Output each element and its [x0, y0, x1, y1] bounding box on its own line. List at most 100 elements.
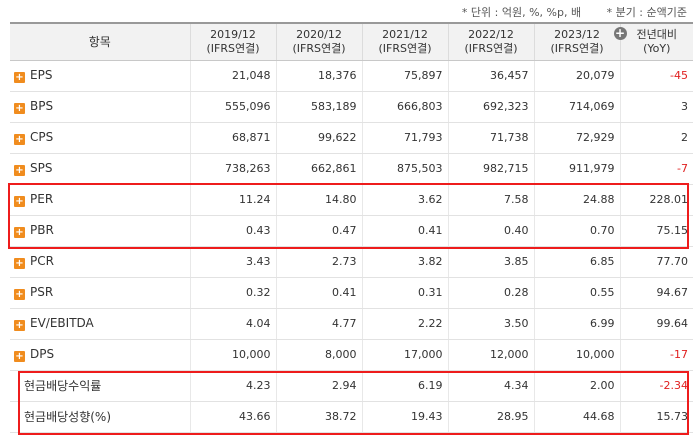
value-cell: 10,000: [533, 339, 620, 371]
yoy-cell: 77.70: [619, 246, 693, 278]
row-label: PCR: [30, 254, 54, 268]
value-cell: 911,979: [533, 153, 620, 185]
value-cell: 11.24: [189, 184, 276, 216]
yoy-cell: 94.67: [619, 277, 693, 309]
value-cell: 10,000: [189, 339, 276, 371]
value-cell: 6.85: [533, 246, 620, 278]
row-label: PBR: [30, 223, 54, 237]
value-cell: 68,871: [189, 122, 276, 154]
row-label-cell[interactable]: + DPS: [10, 339, 190, 371]
expand-plus-icon[interactable]: +: [14, 258, 25, 269]
value-cell: 71,793: [361, 122, 448, 154]
value-cell: 666,803: [361, 91, 448, 123]
value-cell: 0.47: [275, 215, 362, 247]
yoy-column-header: 전년대비 (YoY): [619, 22, 693, 61]
table-row: + EV/EBITDA 4.04 4.77 2.22 3.50 6.99 99.6…: [10, 308, 693, 340]
basis-label: (IFRS연결): [378, 41, 432, 55]
value-cell: 2.94: [275, 370, 362, 402]
row-label-cell[interactable]: + PCR: [10, 246, 190, 278]
value-cell: 875,503: [361, 153, 448, 185]
row-label-cell[interactable]: + EV/EBITDA: [10, 308, 190, 340]
yoy-cell: -2.34: [619, 370, 693, 402]
expand-plus-icon[interactable]: +: [14, 227, 25, 238]
expand-plus-icon[interactable]: +: [14, 351, 25, 362]
row-label-cell[interactable]: + PER: [10, 184, 190, 216]
table-row: + PBR 0.43 0.47 0.41 0.40 0.70 75.15: [10, 215, 693, 247]
value-cell: 6.99: [533, 308, 620, 340]
year-column-header[interactable]: 2022/12 (IFRS연결): [447, 22, 534, 61]
row-label: 현금배당수익률: [10, 370, 190, 402]
yoy-cell: 2: [619, 122, 693, 154]
year-column-header[interactable]: 2020/12 (IFRS연결): [275, 22, 362, 61]
value-cell: 0.28: [447, 277, 534, 309]
table-row: + DPS 10,000 8,000 17,000 12,000 10,000 -…: [10, 339, 693, 371]
row-label: PER: [30, 192, 54, 206]
expand-plus-icon[interactable]: +: [14, 103, 25, 114]
table-row: 현금배당수익률 4.23 2.94 6.19 4.34 2.00 -2.34: [10, 370, 693, 402]
yoy-cell: 3: [619, 91, 693, 123]
row-label-cell[interactable]: + SPS: [10, 153, 190, 185]
value-cell: 20,079: [533, 60, 620, 92]
expand-plus-icon[interactable]: +: [14, 165, 25, 176]
year-column-header[interactable]: 2023/12 (IFRS연결) +: [533, 22, 627, 61]
value-cell: 24.88: [533, 184, 620, 216]
row-label-cell[interactable]: + BPS: [10, 91, 190, 123]
basis-label: (IFRS연결): [550, 41, 604, 55]
table-row: + SPS 738,263 662,861 875,503 982,715 911…: [10, 153, 693, 185]
yoy-label: 전년대비: [636, 27, 677, 41]
value-cell: 6.19: [361, 370, 448, 402]
row-label-cell[interactable]: + PSR: [10, 277, 190, 309]
basis-label: (IFRS연결): [464, 41, 518, 55]
expand-plus-icon[interactable]: +: [14, 289, 25, 300]
row-label: 현금배당성향(%): [10, 401, 190, 433]
value-cell: 2.22: [361, 308, 448, 340]
row-label-cell[interactable]: + PBR: [10, 215, 190, 247]
value-cell: 71,738: [447, 122, 534, 154]
expand-plus-icon[interactable]: +: [14, 320, 25, 331]
value-cell: 692,323: [447, 91, 534, 123]
value-cell: 72,929: [533, 122, 620, 154]
table-row: + EPS 21,048 18,376 75,897 36,457 20,079 …: [10, 60, 693, 92]
value-cell: 0.41: [275, 277, 362, 309]
yoy-cell: 15.73: [619, 401, 693, 433]
row-label-cell[interactable]: + EPS: [10, 60, 190, 92]
value-cell: 0.31: [361, 277, 448, 309]
value-cell: 28.95: [447, 401, 534, 433]
value-cell: 21,048: [189, 60, 276, 92]
basis-label: (IFRS연결): [206, 41, 260, 55]
yoy-cell: 228.01: [619, 184, 693, 216]
value-cell: 12,000: [447, 339, 534, 371]
value-cell: 3.43: [189, 246, 276, 278]
table-row: + CPS 68,871 99,622 71,793 71,738 72,929 …: [10, 122, 693, 154]
value-cell: 0.32: [189, 277, 276, 309]
value-cell: 0.70: [533, 215, 620, 247]
value-cell: 7.58: [447, 184, 534, 216]
value-cell: 3.62: [361, 184, 448, 216]
expand-plus-icon[interactable]: +: [14, 72, 25, 83]
value-cell: 3.50: [447, 308, 534, 340]
value-cell: 36,457: [447, 60, 534, 92]
year-column-header[interactable]: 2021/12 (IFRS연결): [361, 22, 448, 61]
value-cell: 714,069: [533, 91, 620, 123]
value-cell: 18,376: [275, 60, 362, 92]
value-cell: 738,263: [189, 153, 276, 185]
table-notes: * 단위 : 억원, %, %p, 배 * 분기 : 순액기준: [462, 4, 687, 20]
yoy-cell: -45: [619, 60, 693, 92]
yoy-cell: 99.64: [619, 308, 693, 340]
table-row: + PCR 3.43 2.73 3.82 3.85 6.85 77.70: [10, 246, 693, 278]
value-cell: 0.41: [361, 215, 448, 247]
value-cell: 0.55: [533, 277, 620, 309]
value-cell: 2.00: [533, 370, 620, 402]
table-row: + PSR 0.32 0.41 0.31 0.28 0.55 94.67: [10, 277, 693, 309]
value-cell: 982,715: [447, 153, 534, 185]
expand-plus-icon[interactable]: +: [14, 134, 25, 145]
year-label: 2023/12: [554, 27, 600, 41]
row-label-cell[interactable]: + CPS: [10, 122, 190, 154]
expand-plus-icon[interactable]: +: [14, 196, 25, 207]
value-cell: 0.40: [447, 215, 534, 247]
value-cell: 662,861: [275, 153, 362, 185]
table-row: + BPS 555,096 583,189 666,803 692,323 714…: [10, 91, 693, 123]
period-note: * 분기 : 순액기준: [606, 6, 687, 19]
year-column-header[interactable]: 2019/12 (IFRS연결): [189, 22, 276, 61]
yoy-cell: 75.15: [619, 215, 693, 247]
